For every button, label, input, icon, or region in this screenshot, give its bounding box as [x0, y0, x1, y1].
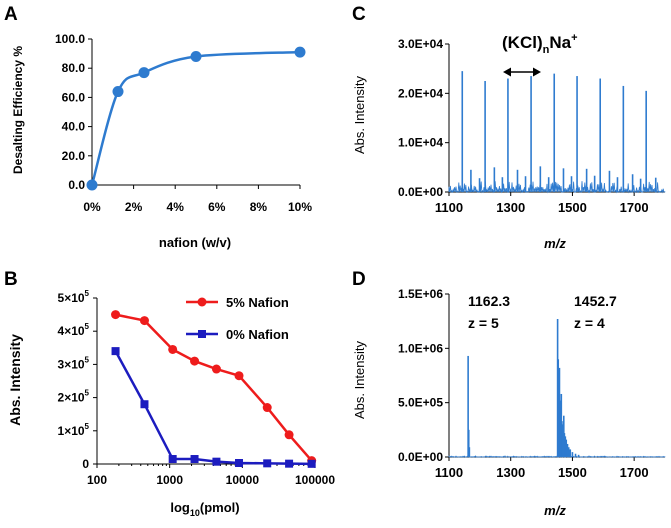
panel-d-y-tick-label: 1.5E+06 — [398, 287, 443, 301]
panel-letter-b: B — [4, 269, 18, 290]
panel-b-data-point — [211, 364, 221, 374]
panel-d-baseline-noise — [448, 455, 666, 458]
panel-d-peak2-mz: 1452.7 — [574, 293, 617, 309]
panel-b-data-point — [140, 400, 149, 409]
panel-b-data-point — [190, 455, 199, 464]
panel-a-x-tick-label: 8% — [250, 200, 268, 214]
panel-d-peak2-charge: z = 4 — [574, 315, 605, 331]
panel-b-ylabel: Abs. Intensity — [7, 334, 23, 426]
panel-b-legend-label: 5% Nafion — [226, 295, 289, 310]
panel-d-y-tick-label: 1.0E+06 — [398, 341, 443, 355]
panel-a-chart: Desalting Efficiency % nafion (w/v) 0.0 2… — [11, 32, 312, 250]
panel-b-legend-marker — [197, 297, 207, 307]
panel-c-x-tick-label: 1100 — [435, 200, 463, 215]
panel-b-x-tick-label: 100 — [87, 473, 107, 487]
panel-a-x-tick-label: 2% — [125, 200, 143, 214]
panel-b-data-point — [234, 371, 244, 381]
panel-b-chart: Abs. Intensity log10(pmol) 01×1052×1053×… — [7, 289, 335, 518]
panel-b-y-tick-label: 0 — [82, 457, 89, 471]
panel-b-data-point — [263, 459, 272, 468]
panel-d-x-tick-label: 1300 — [496, 465, 525, 480]
panel-b-data-point — [168, 455, 177, 464]
panel-c-xlabel: m/z — [544, 236, 566, 251]
panel-b-y-tick-mantissa: 4×10 — [58, 324, 85, 338]
panel-a-data-point — [86, 179, 98, 191]
panel-a-data-point — [112, 86, 124, 98]
panel-d-peak1-charge: z = 5 — [468, 315, 499, 331]
panel-b-y-tick-mantissa: 3×10 — [58, 357, 85, 371]
panel-b-y-tick-exponent: 5 — [85, 322, 90, 331]
panel-b-data-point — [212, 457, 221, 466]
panel-d-x-tick-label: 1500 — [558, 465, 587, 480]
panel-a-x-tick-label: 10% — [288, 200, 312, 214]
panel-d-ylabel: Abs. Intensity — [352, 340, 367, 419]
panel-b-y-tick-label: 4×105 — [58, 322, 90, 338]
panel-a-y-tick-label: 40.0 — [62, 120, 86, 134]
panel-b-y-tick-exponent: 5 — [85, 389, 90, 398]
panel-b-data-point — [262, 403, 272, 413]
panel-a-y-tick-label: 0.0 — [68, 178, 85, 192]
panel-b-data-point — [285, 459, 294, 468]
panel-d-chart: Abs. Intensity m/z 1162.3 z = 5 1452.7 z… — [352, 287, 666, 518]
panel-c-annotation: (KCl)nNa+ — [502, 32, 578, 56]
panel-b-legend-label: 0% Nafion — [226, 327, 289, 342]
panel-c-y-tick-label: 3.0E+04 — [398, 37, 443, 51]
panel-b-y-tick-label: 5×105 — [58, 289, 90, 305]
panel-a-ylabel: Desalting Efficiency % — [11, 46, 25, 174]
panel-b-y-tick-exponent: 5 — [85, 355, 90, 364]
panel-b-x-tick-label: 1000 — [156, 473, 183, 487]
panel-b-y-tick-mantissa: 1×10 — [58, 424, 85, 438]
panel-a-series-line — [90, 50, 301, 186]
panel-a-y-tick-label: 20.0 — [62, 149, 86, 163]
panel-b-y-tick-label: 3×105 — [58, 355, 90, 371]
panel-a-x-tick-label: 6% — [208, 200, 226, 214]
panel-letter-a: A — [4, 4, 18, 25]
panel-d-peak1-mz: 1162.3 — [468, 293, 510, 309]
panel-b-y-tick-label: 2×105 — [58, 389, 90, 405]
panel-letter-c: C — [352, 4, 366, 25]
panel-b-xlabel: log10(pmol) — [170, 500, 239, 518]
panel-b-y-tick-exponent: 5 — [85, 422, 90, 431]
panel-b-data-point — [307, 459, 316, 468]
panel-a-data-point — [294, 46, 306, 58]
panel-a-data-point — [190, 51, 202, 63]
panel-c-x-tick-label: 1700 — [620, 200, 649, 215]
panel-d-y-tick-label: 5.0E+05 — [398, 396, 443, 410]
panel-b-y-tick-exponent: 5 — [85, 289, 90, 298]
panel-a-y-tick-label: 100.0 — [55, 32, 85, 46]
panel-b-data-point — [111, 310, 121, 320]
panel-d-y-tick-label: 0.0E+00 — [398, 450, 443, 464]
panel-b-y-tick-mantissa: 5×10 — [58, 291, 85, 305]
panel-c-x-tick-label: 1500 — [558, 200, 587, 215]
panel-a-x-tick-label: 4% — [167, 200, 185, 214]
panel-a-y-tick-label: 60.0 — [62, 90, 86, 104]
panel-c-y-tick-label: 2.0E+04 — [398, 86, 443, 100]
panel-b-y-tick-mantissa: 2×10 — [58, 391, 85, 405]
panel-d-x-tick-label: 1700 — [620, 465, 649, 480]
panel-c-chart: Abs. Intensity m/z (KCl)nNa+ 0.0E+00 1.0E… — [352, 32, 666, 251]
panel-b-data-point — [139, 316, 149, 326]
panel-c-y-tick-label: 1.0E+04 — [398, 136, 443, 150]
panel-a-y-tick-label: 80.0 — [62, 61, 86, 75]
panel-c-x-tick-label: 1300 — [496, 200, 525, 215]
panel-b-x-tick-label: 10000 — [226, 473, 260, 487]
panel-b-legend-marker — [198, 330, 206, 338]
panel-c-double-arrow — [503, 67, 541, 77]
panel-a-xlabel: nafion (w/v) — [159, 235, 231, 250]
panel-b-data-point — [168, 344, 178, 354]
panel-b-x-tick-label: 100000 — [295, 473, 335, 487]
panel-d-xlabel: m/z — [544, 503, 566, 518]
panel-a-data-point — [138, 67, 150, 79]
panel-b-data-point — [235, 459, 244, 468]
panel-b-data-point — [284, 430, 294, 440]
panel-b-data-point — [190, 356, 200, 366]
panel-d-x-tick-label: 1100 — [435, 465, 463, 480]
panel-b-y-tick-label: 1×105 — [58, 422, 90, 438]
panel-letter-d: D — [352, 269, 366, 290]
panel-a-x-tick-label: 0% — [83, 200, 101, 214]
panel-c-ylabel: Abs. Intensity — [352, 75, 367, 154]
panel-b-data-point — [111, 347, 120, 356]
panel-c-y-tick-label: 0.0E+00 — [398, 185, 443, 199]
